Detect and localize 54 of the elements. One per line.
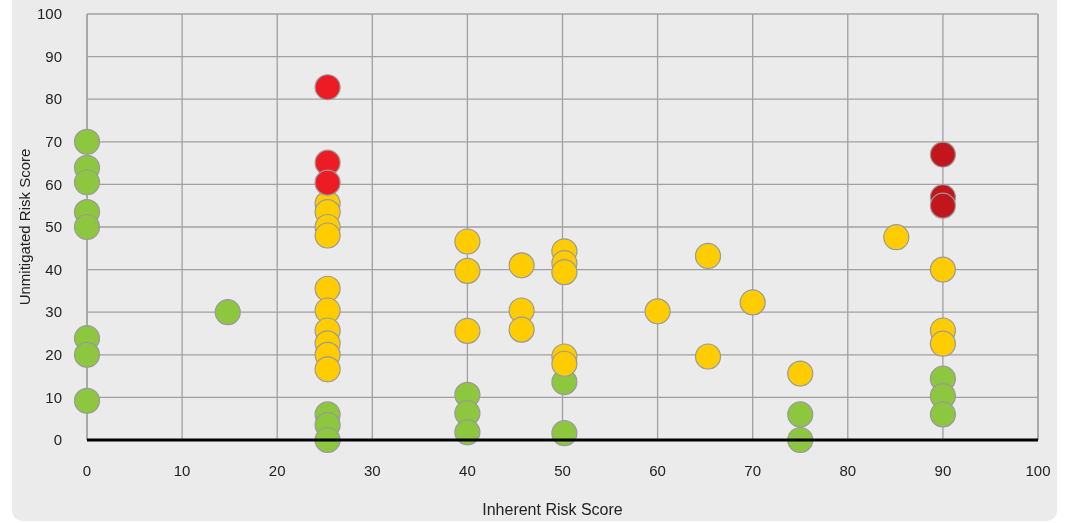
y-tick-label: 50 <box>45 218 62 236</box>
x-tick-label: 10 <box>173 462 191 479</box>
point <box>454 317 481 345</box>
point <box>73 387 101 414</box>
point <box>214 299 241 326</box>
x-tick-label: 30 <box>363 462 381 479</box>
y-tick-label: 70 <box>45 133 62 151</box>
point <box>739 289 766 316</box>
point <box>787 401 814 428</box>
y-tick-label: 30 <box>45 303 62 321</box>
point <box>551 350 578 377</box>
point <box>314 74 341 101</box>
y-tick-label: 60 <box>45 175 62 193</box>
point <box>883 224 910 251</box>
point <box>314 222 341 249</box>
y-tick-label: 40 <box>45 260 62 278</box>
x-tick-label: 40 <box>459 462 476 479</box>
point <box>694 242 722 270</box>
point <box>929 192 956 219</box>
point <box>929 330 956 357</box>
point <box>929 141 956 168</box>
x-tick-label: 0 <box>82 462 92 479</box>
point <box>314 356 341 383</box>
point <box>551 259 578 286</box>
point <box>73 169 101 196</box>
point <box>508 252 535 279</box>
x-tick-label: 90 <box>934 462 952 479</box>
point <box>787 360 814 387</box>
point <box>929 256 956 283</box>
x-axis-title: Inherent Risk Score <box>482 501 623 518</box>
point <box>314 169 341 196</box>
x-tick-label: 80 <box>839 462 857 479</box>
point <box>508 316 535 343</box>
y-tick-label: 20 <box>45 346 62 364</box>
point <box>694 343 722 370</box>
x-tick-label: 20 <box>268 462 286 479</box>
point <box>314 275 341 302</box>
point <box>454 257 481 284</box>
point <box>644 298 671 325</box>
point <box>454 228 481 255</box>
point <box>73 213 101 241</box>
point <box>929 401 956 428</box>
y-tick-label: 10 <box>45 388 62 406</box>
y-tick-label: 80 <box>45 90 62 108</box>
x-tick-label: 50 <box>554 462 571 479</box>
y-tick-label: 0 <box>53 431 62 449</box>
point <box>73 128 101 155</box>
x-tick-label: 100 <box>1025 462 1051 479</box>
point <box>73 341 101 368</box>
y-tick-label: 90 <box>45 47 62 65</box>
x-tick-label: 70 <box>744 462 762 479</box>
y-tick-label: 100 <box>36 5 62 23</box>
y-axis-title: Unmitigated Risk Score <box>16 148 33 306</box>
x-tick-label: 60 <box>649 462 666 479</box>
